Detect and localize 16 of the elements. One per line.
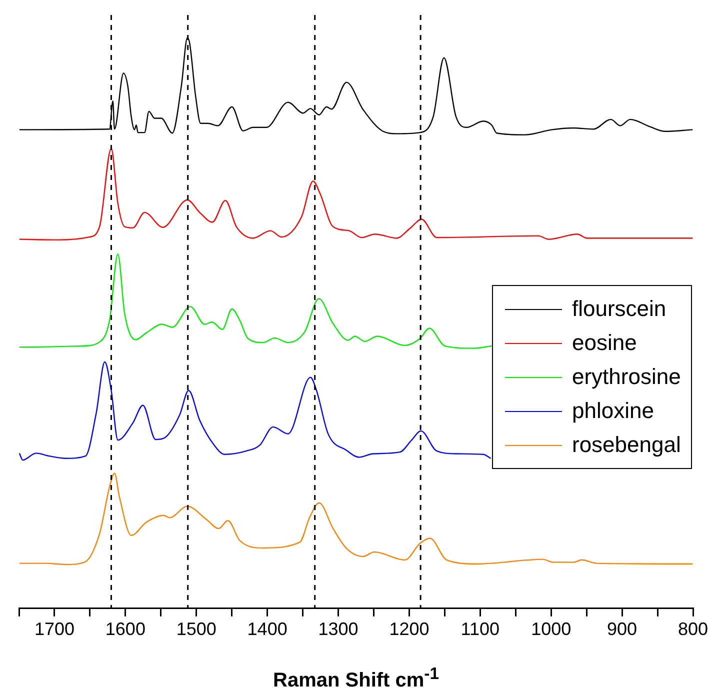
legend-label: phloxine: [572, 397, 654, 425]
x-tick-label: 900: [607, 619, 638, 640]
x-tick-label: 1100: [460, 619, 500, 640]
x-tick-label: 1000: [531, 619, 572, 640]
legend-label: rosebengal: [572, 431, 681, 459]
x-tick-label: 1700: [34, 619, 74, 640]
x-tick-label: 800: [678, 619, 708, 640]
x-tick-label: 1400: [247, 619, 288, 640]
x-tick-label: 1200: [389, 619, 430, 640]
x-tick-label: 1600: [105, 619, 146, 640]
x-tick-label: 1500: [176, 619, 216, 640]
legend-label: flourscein: [572, 295, 666, 323]
legend-label: erythrosine: [572, 363, 681, 391]
x-tick-label: 1300: [318, 619, 358, 640]
legend-label: eosine: [572, 329, 637, 357]
x-axis-title: Raman Shift cm$^{-1}$: [272, 664, 440, 693]
